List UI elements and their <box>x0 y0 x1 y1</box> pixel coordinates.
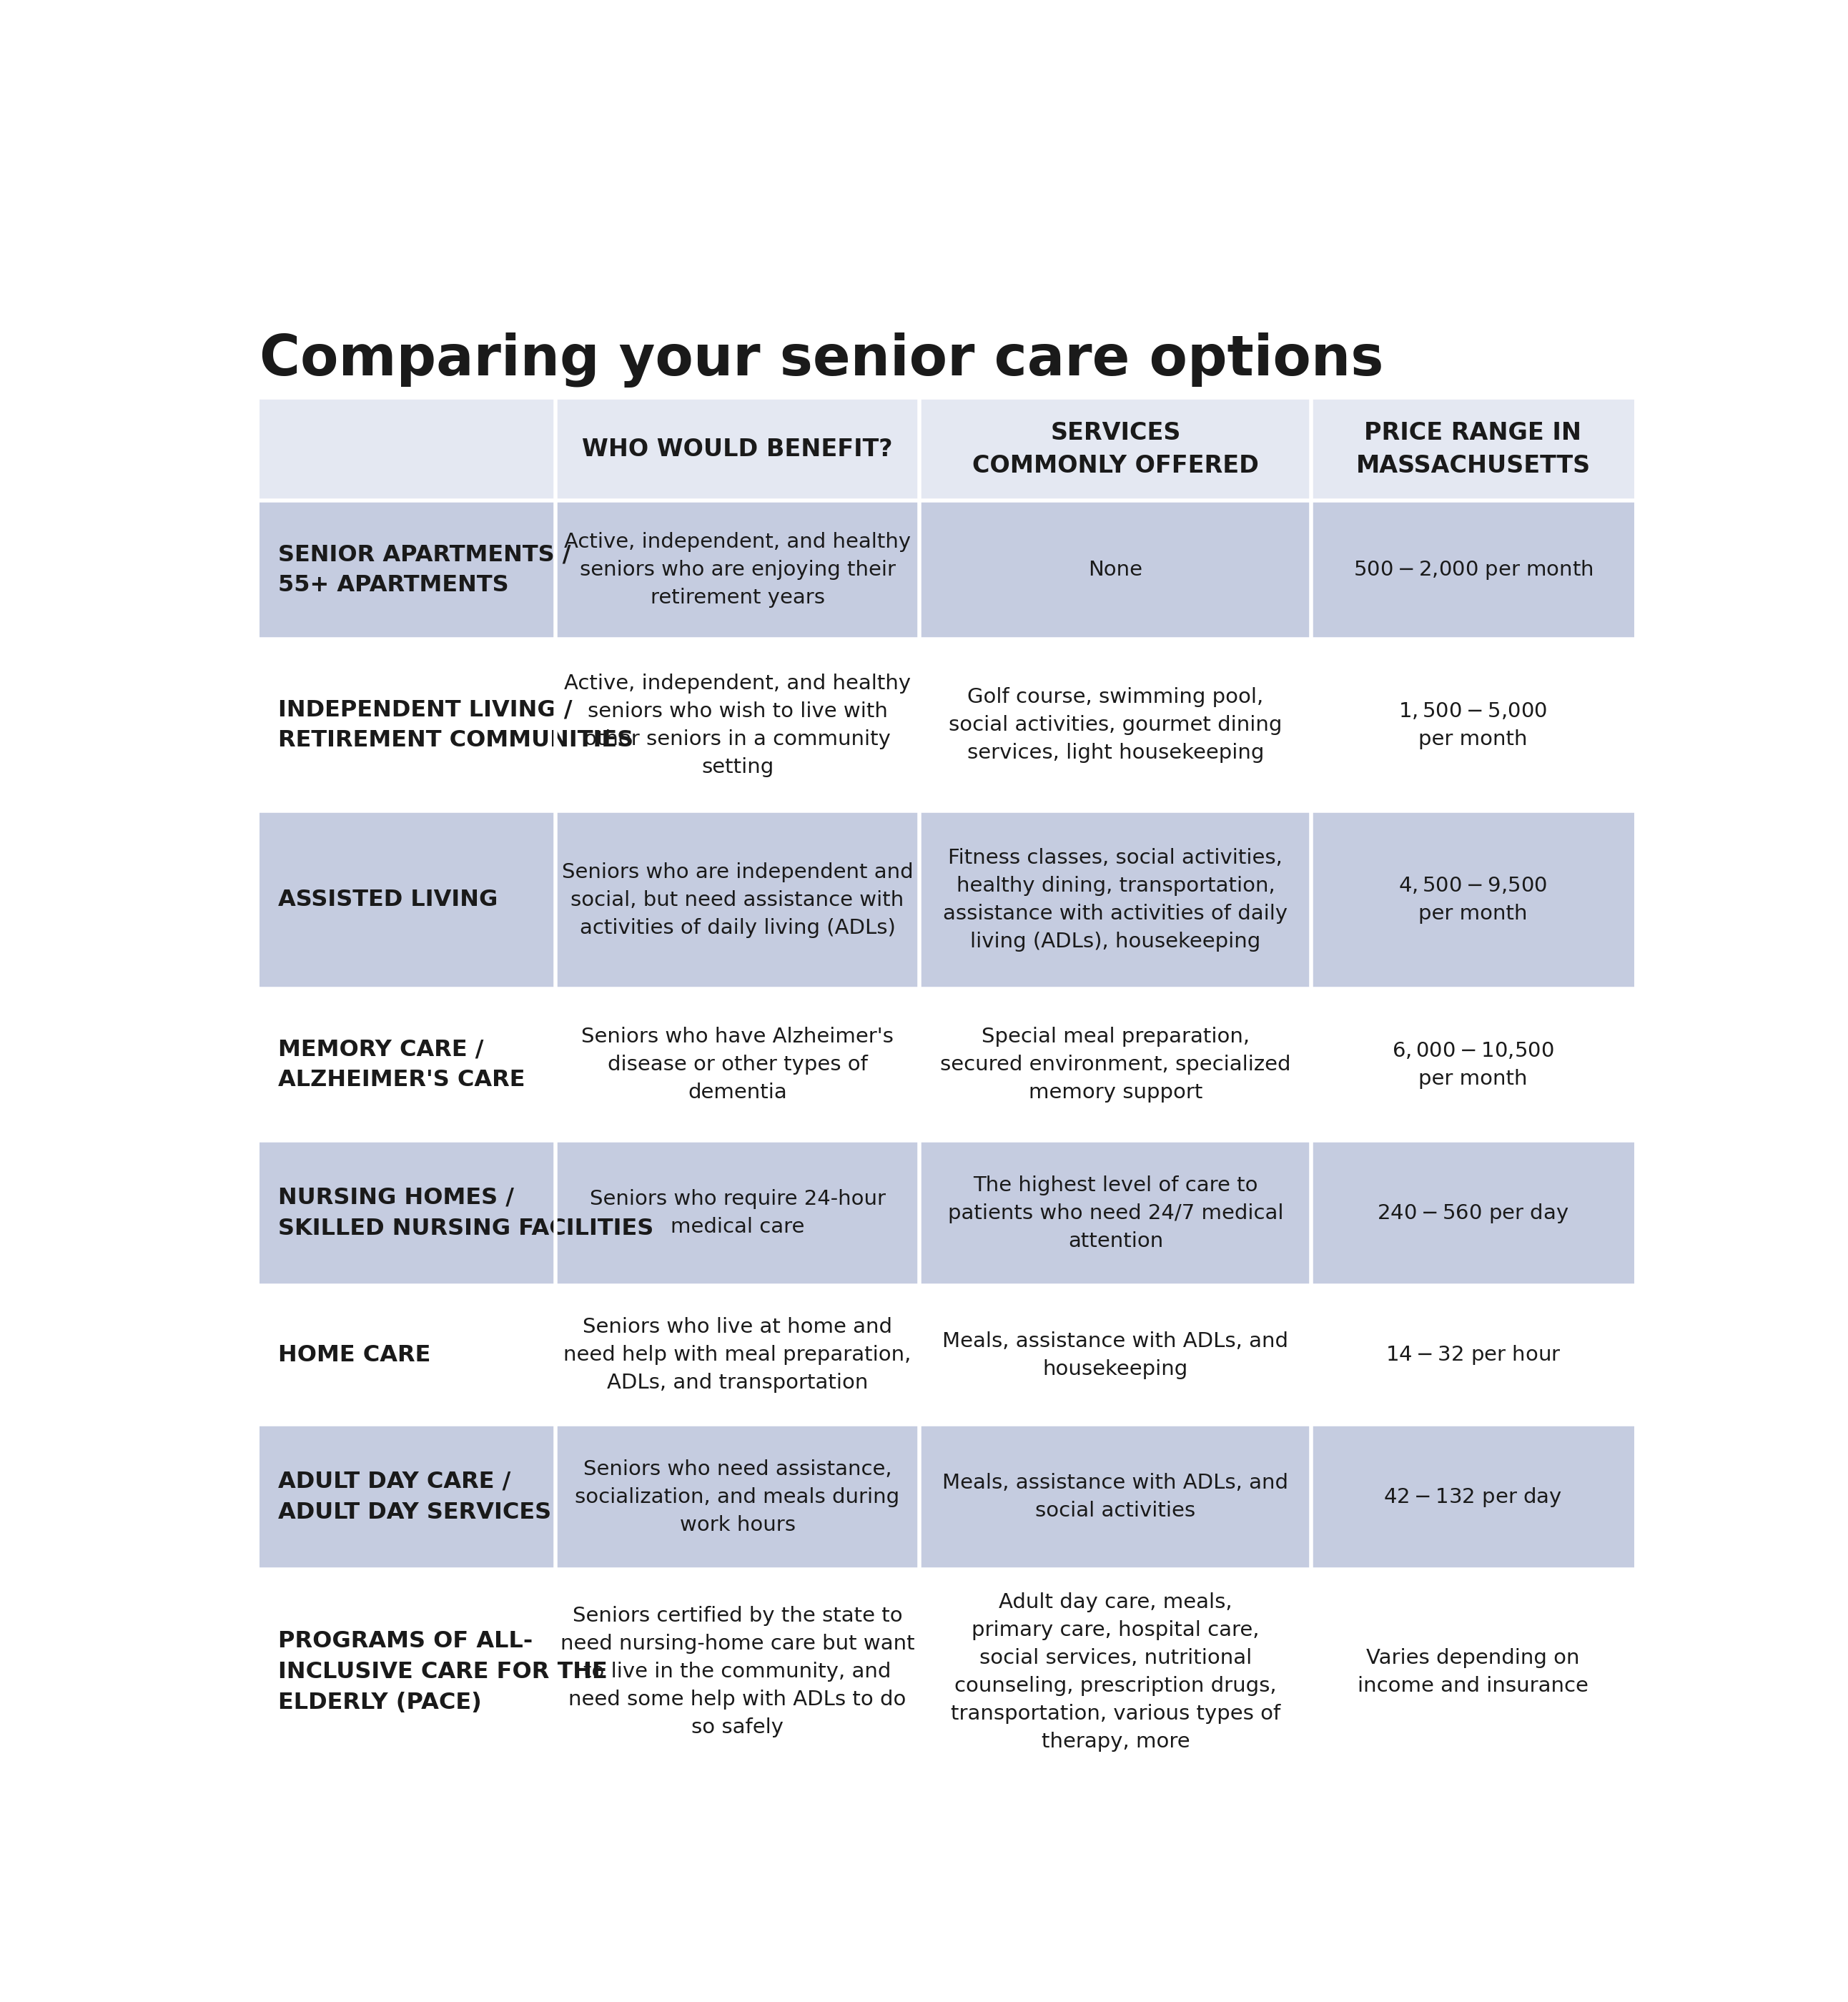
Text: Seniors certified by the state to
need nursing-home care but want
to live in the: Seniors certified by the state to need n… <box>560 1606 915 1738</box>
Text: NURSING HOMES /
SKILLED NURSING FACILITIES: NURSING HOMES / SKILLED NURSING FACILITI… <box>279 1187 654 1239</box>
Text: ADULT DAY CARE /
ADULT DAY SERVICES: ADULT DAY CARE / ADULT DAY SERVICES <box>279 1471 551 1524</box>
Text: Golf course, swimming pool,
social activities, gourmet dining
services, light ho: Golf course, swimming pool, social activ… <box>948 687 1283 763</box>
Bar <box>259 1423 1634 1570</box>
Bar <box>259 811 1634 989</box>
Bar <box>259 1141 1634 1285</box>
Text: Adult day care, meals,
primary care, hospital care,
social services, nutritional: Adult day care, meals, primary care, hos… <box>950 1592 1281 1752</box>
Text: Seniors who have Alzheimer's
disease or other types of
dementia: Seniors who have Alzheimer's disease or … <box>582 1027 894 1103</box>
Text: $4,500 - $9,500
per month: $4,500 - $9,500 per month <box>1399 877 1547 923</box>
Text: Seniors who need assistance,
socialization, and meals during
work hours: Seniors who need assistance, socializati… <box>575 1459 900 1536</box>
Text: Meals, assistance with ADLs, and
housekeeping: Meals, assistance with ADLs, and houseke… <box>942 1331 1288 1379</box>
Text: Fitness classes, social activities,
healthy dining, transportation,
assistance w: Fitness classes, social activities, heal… <box>942 849 1288 951</box>
Text: Seniors who are independent and
social, but need assistance with
activities of d: Seniors who are independent and social, … <box>562 863 913 937</box>
Text: Meals, assistance with ADLs, and
social activities: Meals, assistance with ADLs, and social … <box>942 1473 1288 1522</box>
Bar <box>259 1285 1634 1423</box>
Text: The highest level of care to
patients who need 24/7 medical
attention: The highest level of care to patients wh… <box>948 1175 1283 1251</box>
Text: Varies depending on
income and insurance: Varies depending on income and insurance <box>1358 1648 1589 1696</box>
Bar <box>259 989 1634 1141</box>
Text: $14 - $32 per hour: $14 - $32 per hour <box>1386 1343 1562 1367</box>
Bar <box>259 1570 1634 1774</box>
Text: $42 - $132 per day: $42 - $132 per day <box>1384 1485 1562 1508</box>
Text: $240 - $560 per day: $240 - $560 per day <box>1377 1201 1569 1225</box>
Bar <box>259 500 1634 639</box>
Text: HOME CARE: HOME CARE <box>279 1343 431 1365</box>
Text: SENIOR APARTMENTS /
55+ APARTMENTS: SENIOR APARTMENTS / 55+ APARTMENTS <box>279 543 571 597</box>
Text: $6,000 - $10,500
per month: $6,000 - $10,500 per month <box>1392 1041 1554 1089</box>
Text: MEMORY CARE /
ALZHEIMER'S CARE: MEMORY CARE / ALZHEIMER'S CARE <box>279 1039 525 1091</box>
Text: PRICE RANGE IN
MASSACHUSETTS: PRICE RANGE IN MASSACHUSETTS <box>1356 420 1591 476</box>
Text: $1,500 - $5,000
per month: $1,500 - $5,000 per month <box>1399 701 1547 749</box>
Bar <box>259 398 1634 500</box>
Text: ASSISTED LIVING: ASSISTED LIVING <box>279 889 497 911</box>
Text: $500 - $2,000 per month: $500 - $2,000 per month <box>1353 559 1593 581</box>
Text: Seniors who live at home and
need help with meal preparation,
ADLs, and transpor: Seniors who live at home and need help w… <box>564 1317 911 1393</box>
Text: Comparing your senior care options: Comparing your senior care options <box>259 332 1384 388</box>
Text: None: None <box>1088 561 1142 581</box>
Bar <box>259 639 1634 811</box>
Text: SERVICES
COMMONLY OFFERED: SERVICES COMMONLY OFFERED <box>972 420 1258 476</box>
Text: WHO WOULD BENEFIT?: WHO WOULD BENEFIT? <box>582 436 893 460</box>
Text: PROGRAMS OF ALL-
INCLUSIVE CARE FOR THE
ELDERLY (PACE): PROGRAMS OF ALL- INCLUSIVE CARE FOR THE … <box>279 1630 608 1714</box>
Text: Active, independent, and healthy
seniors who wish to live with
other seniors in : Active, independent, and healthy seniors… <box>564 673 911 777</box>
Text: Seniors who require 24-hour
medical care: Seniors who require 24-hour medical care <box>590 1189 885 1237</box>
Text: Active, independent, and healthy
seniors who are enjoying their
retirement years: Active, independent, and healthy seniors… <box>564 533 911 609</box>
Text: INDEPENDENT LIVING /
RETIREMENT COMMUNITIES: INDEPENDENT LIVING / RETIREMENT COMMUNIT… <box>279 699 634 751</box>
Text: Special meal preparation,
secured environment, specialized
memory support: Special meal preparation, secured enviro… <box>941 1027 1292 1103</box>
